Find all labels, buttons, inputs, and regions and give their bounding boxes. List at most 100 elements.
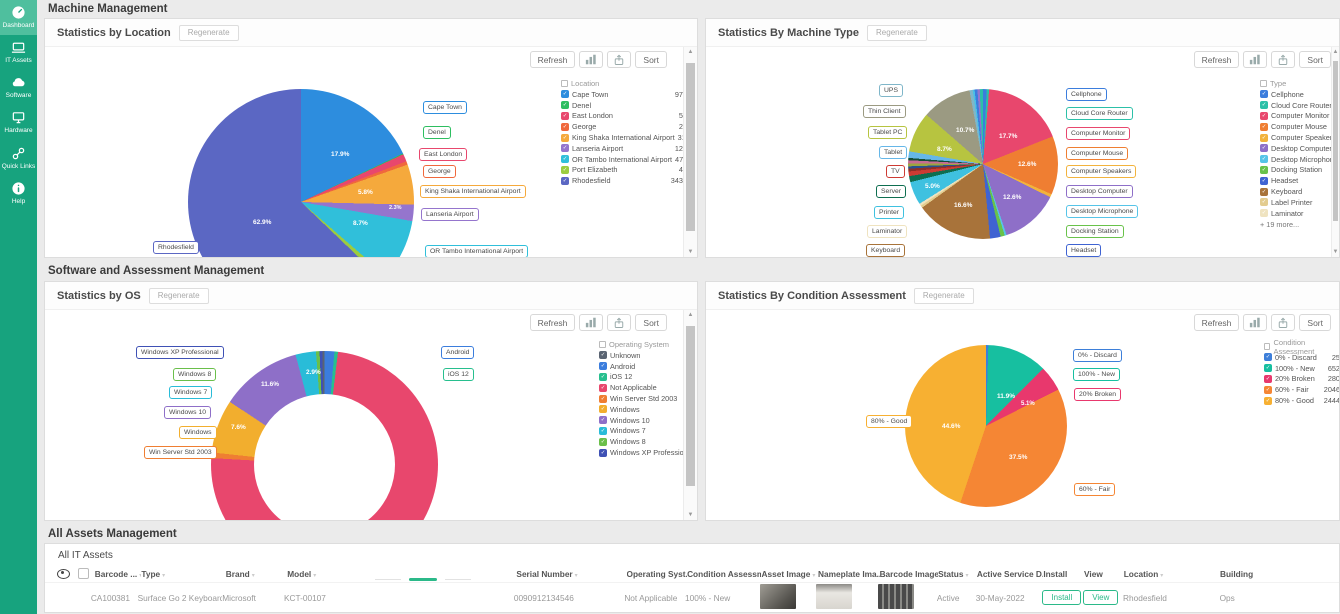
col-location[interactable]: Location ▾ [1123, 568, 1164, 579]
sidebar-item-hardware[interactable]: Hardware [0, 105, 37, 140]
legend-item[interactable]: ✓ Laminator [1260, 208, 1339, 219]
sidebar-item-quick-links[interactable]: Quick Links [0, 141, 37, 176]
chart-type-icon-button[interactable] [579, 51, 604, 68]
legend-item[interactable]: ✓ Computer Mouse [1260, 121, 1339, 132]
legend-header[interactable]: Location [561, 78, 687, 89]
os-donut-chart[interactable] [211, 351, 438, 520]
location-pie-chart[interactable] [188, 89, 414, 257]
legend-more-link[interactable]: + 19 more... [1260, 219, 1300, 229]
col-barcode[interactable]: Barcode ... ▾ [94, 568, 142, 579]
legend-item[interactable]: ✓ Label Printer [1260, 197, 1339, 208]
legend-header[interactable]: Type [1260, 78, 1339, 89]
legend-item[interactable]: ✓ 20% Broken 280 [1264, 374, 1339, 385]
legend-header[interactable]: Operating System [599, 339, 697, 350]
sort-button[interactable]: Sort [635, 314, 667, 331]
legend-item[interactable]: ✓ Docking Station [1260, 165, 1339, 176]
export-icon-button[interactable] [607, 314, 632, 331]
nameplate-image-thumbnail[interactable] [816, 584, 853, 609]
scroll-up-icon[interactable]: ▲ [1332, 49, 1339, 55]
scroll-up-icon[interactable]: ▲ [687, 49, 694, 55]
scrollbar-thumb[interactable] [686, 63, 695, 231]
sidebar-item-software[interactable]: Software [0, 70, 37, 105]
legend-item[interactable]: ✓ Unknown [599, 350, 697, 361]
legend-item[interactable]: ✓ Lanseria Airport 127 [561, 143, 687, 154]
legend-item[interactable]: ✓King Shaka International Airport314 [561, 132, 690, 143]
asset-image-thumbnail[interactable] [759, 584, 796, 609]
legend-item[interactable]: ✓ Cloud Core Router [1260, 100, 1339, 111]
col-status[interactable]: Status ▾ [938, 568, 969, 579]
legend-item[interactable]: ✓ Not Applicable [599, 382, 697, 393]
sidebar-item-dashboard[interactable]: Dashboard [0, 0, 37, 36]
scrollbar-thumb[interactable] [686, 326, 695, 486]
sidebar-item-it-assets[interactable]: IT Assets [0, 35, 37, 70]
legend-item[interactable]: ✓ Windows 8 [599, 436, 697, 447]
refresh-button[interactable]: Refresh [1193, 51, 1240, 68]
regenerate-button[interactable]: Regenerate [867, 24, 927, 41]
chart-type-icon-button[interactable] [1243, 51, 1268, 68]
col-model[interactable]: Model ▾ [287, 568, 317, 579]
sort-button[interactable]: Sort [1299, 51, 1331, 68]
legend-item[interactable]: ✓ Rhodesfield 3430 [561, 175, 687, 186]
export-icon-button[interactable] [607, 51, 632, 68]
scroll-down-icon[interactable]: ▼ [1332, 249, 1339, 255]
legend-item[interactable]: ✓ 80% - Good 2444 [1264, 395, 1339, 406]
regenerate-button[interactable]: Regenerate [178, 24, 239, 41]
col-active-service-date[interactable]: Active Service D...▾ [976, 568, 1044, 579]
legend-item[interactable]: ✓ Keyboard [1260, 186, 1339, 197]
legend-item[interactable]: ✓ Windows 7 [599, 426, 697, 437]
col-type[interactable]: Type ▾ [141, 568, 166, 579]
legend-item[interactable]: ✓ Windows 10 [599, 415, 697, 426]
col-nameplate-image[interactable]: Nameplate Ima...▾ [818, 568, 880, 579]
legend-item[interactable]: ✓Denel7 [561, 100, 687, 111]
barcode-image-thumbnail[interactable] [878, 584, 915, 609]
refresh-button[interactable]: Refresh [529, 314, 576, 331]
legend-item[interactable]: ✓ iOS 12 [599, 372, 697, 383]
table-row[interactable]: CA100381 Surface Go 2 Keyboard Microsoft… [45, 583, 1339, 612]
legend-item[interactable]: ✓ Android [599, 361, 697, 372]
legend-item[interactable]: ✓ Desktop Microphone [1260, 154, 1339, 165]
col-condition[interactable]: Condition Assessm...▾ [687, 568, 762, 579]
legend-header[interactable]: Condition Assessment [1264, 338, 1339, 356]
col-brand[interactable]: Brand ▾ [225, 568, 255, 579]
scroll-down-icon[interactable]: ▼ [687, 512, 694, 518]
scroll-up-icon[interactable]: ▲ [687, 312, 694, 318]
eye-icon[interactable] [56, 568, 70, 579]
legend-item[interactable]: ✓ 60% - Fair 2046 [1264, 384, 1339, 395]
legend-item[interactable]: ✓ 0% - Discard 25 [1264, 352, 1339, 363]
col-operating-system[interactable]: Operating Syst...▾ [626, 568, 688, 579]
legend-item[interactable]: ✓ Cellphone [1260, 89, 1339, 100]
sidebar-item-help[interactable]: Help [0, 176, 37, 211]
sort-button[interactable]: Sort [635, 51, 667, 68]
legend-item[interactable]: ✓Port Elizabeth 42 [561, 165, 687, 176]
install-button[interactable]: Install [1042, 590, 1082, 605]
export-icon-button[interactable] [1271, 51, 1296, 68]
select-all-checkbox[interactable] [77, 568, 89, 579]
legend-item[interactable]: ✓ Desktop Computer [1260, 143, 1339, 154]
legend-item[interactable]: ✓ Windows XP Professional [599, 447, 697, 458]
condition-pie-chart[interactable] [905, 345, 1067, 507]
col-building[interactable]: Building [1219, 568, 1254, 579]
regenerate-button[interactable]: Regenerate [148, 287, 209, 304]
scrollbar-thumb[interactable] [1333, 61, 1338, 221]
col-asset-image[interactable]: Asset Image ▾ [761, 568, 816, 579]
scroll-down-icon[interactable]: ▼ [687, 249, 694, 255]
col-serial-number[interactable]: Serial Number ▾ [516, 568, 578, 579]
machine-type-pie-chart[interactable] [908, 89, 1058, 239]
legend-item[interactable]: ✓East London 59 [561, 111, 687, 122]
chart-type-icon-button[interactable] [1243, 314, 1268, 331]
legend-item[interactable]: ✓George 27 [561, 121, 687, 132]
view-button[interactable]: View [1083, 590, 1119, 605]
legend-item[interactable]: ✓ Computer Speakers [1260, 132, 1339, 143]
legend-item[interactable]: ✓ Headset [1260, 175, 1339, 186]
legend-item[interactable]: ✓ 100% - New 652 [1264, 363, 1339, 374]
legend-item[interactable]: ✓ Windows [599, 404, 697, 415]
export-icon-button[interactable] [1271, 314, 1296, 331]
regenerate-button[interactable]: Regenerate [913, 287, 974, 304]
legend-item[interactable]: ✓ Cape Town 978 [561, 89, 687, 100]
sort-button[interactable]: Sort [1299, 314, 1331, 331]
legend-item[interactable]: ✓ OR Tambo International Airport 473 [561, 154, 687, 165]
chart-type-icon-button[interactable] [579, 314, 604, 331]
refresh-button[interactable]: Refresh [1193, 314, 1240, 331]
col-barcode-image[interactable]: Barcode Image▾ [879, 568, 939, 579]
table-scroll-indicator[interactable] [409, 578, 437, 581]
